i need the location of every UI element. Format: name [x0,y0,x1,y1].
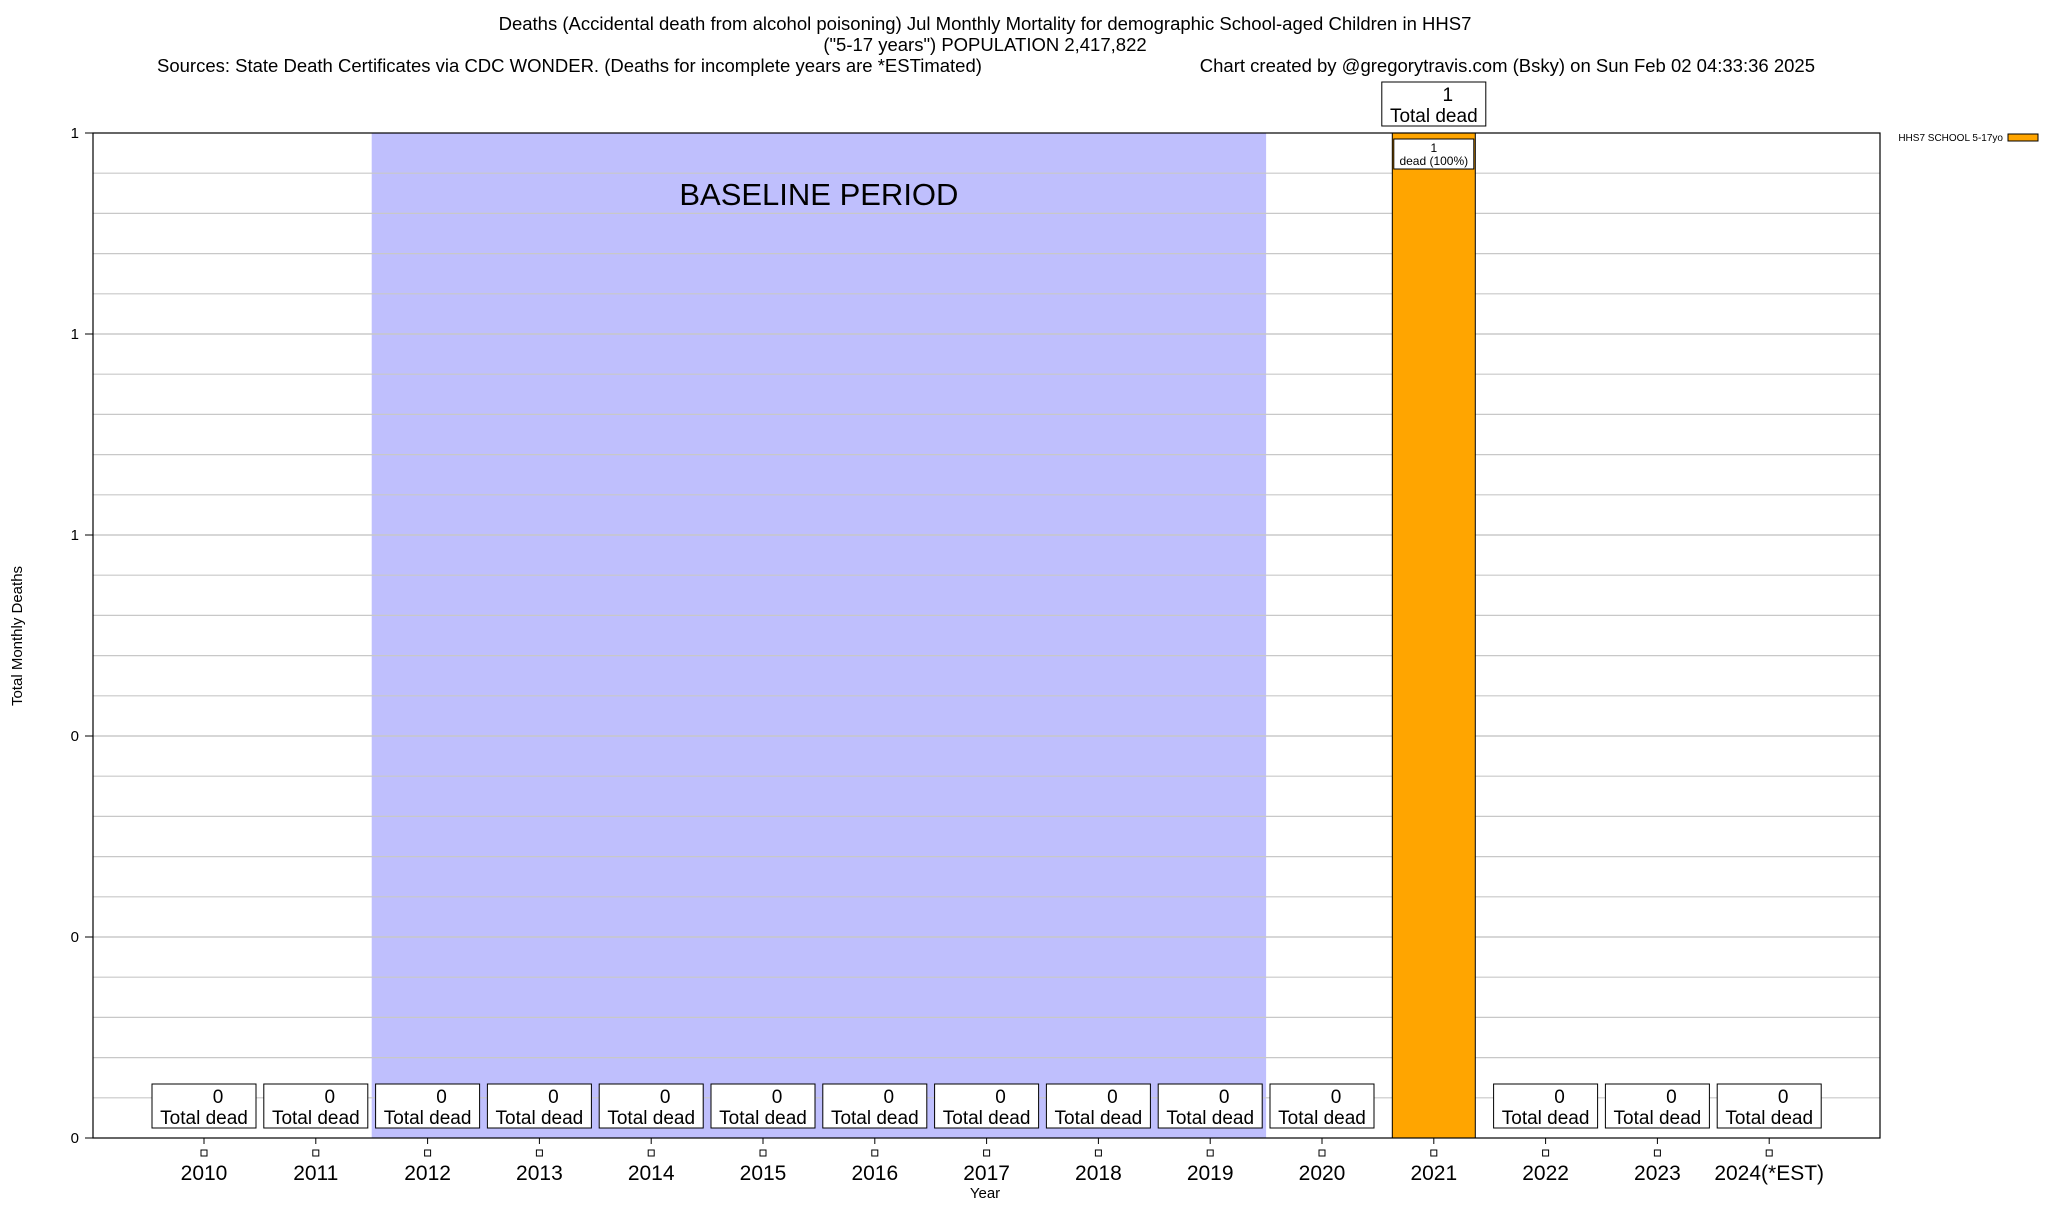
total-label-box [486,1083,592,1129]
total-label-box [1045,1083,1151,1129]
legend-swatch [2007,133,2039,142]
x-marker [535,1149,543,1157]
total-label-text: Total dead [943,1108,1031,1129]
x-marker [424,1149,432,1157]
total-label-value: 0 [1331,1087,1342,1108]
x-tick-label: 2020 [1299,1162,1346,1185]
total-label-value: 0 [1554,1087,1565,1108]
x-tick-label: 2015 [740,1162,787,1185]
baseline-band [371,133,1267,1138]
total-label-box [1157,1083,1263,1129]
x-tick-label: 2012 [404,1162,451,1185]
x-tick-label: 2019 [1187,1162,1234,1185]
total-label-box [151,1083,257,1129]
x-marker [1765,1149,1773,1157]
x-axis-label: Year [970,1185,1000,1200]
total-label-box [1604,1083,1710,1129]
total-label-value: 0 [436,1087,447,1108]
total-label-value: 0 [213,1087,224,1108]
x-tick-label: 2022 [1522,1162,1569,1185]
x-marker [200,1149,208,1157]
legend-label: HHS7 SCHOOL 5-17yo [1898,133,2003,144]
total-label-box [1716,1083,1822,1129]
x-marker [1653,1149,1661,1157]
x-tick-label: 2018 [1075,1162,1122,1185]
total-label-box [934,1083,1040,1129]
y-tick-label: 1 [71,527,79,544]
total-label-text: Total dead [1725,1108,1813,1129]
total-label-text: Total dead [160,1108,248,1129]
x-marker [1094,1149,1102,1157]
x-tick-label: 2014 [628,1162,675,1185]
x-marker [312,1149,320,1157]
total-label-text: Total dead [384,1108,472,1129]
x-tick-label: 2021 [1410,1162,1457,1185]
total-label-value: 0 [1107,1087,1118,1108]
total-label-box [263,1083,369,1129]
y-tick-label: 0 [71,929,79,946]
x-tick-label: 2016 [851,1162,898,1185]
total-label-text: Total dead [607,1108,695,1129]
y-tick-label: 1 [71,125,79,142]
total-label-box [1269,1083,1375,1129]
y-tick-label: 1 [71,326,79,343]
total-label-text: Total dead [831,1108,919,1129]
total-label-text: Total dead [1278,1108,1366,1129]
total-label-value: 0 [772,1087,783,1108]
total-label-value: 0 [1778,1087,1789,1108]
x-tick-label: 2017 [963,1162,1010,1185]
y-tick-label: 0 [71,728,79,745]
x-tick-label: 2010 [181,1162,228,1185]
inner-label-count: 1 [1430,141,1437,155]
y-tick-label: 0 [71,1130,79,1147]
x-tick-label: 2024(*EST) [1714,1162,1824,1185]
total-label-box [1381,81,1487,127]
inner-label-pct: dead (100%) [1399,154,1468,168]
total-label-box [375,1083,481,1129]
total-label-value: 0 [995,1087,1006,1108]
total-label-box [822,1083,928,1129]
x-tick-label: 2023 [1634,1162,1681,1185]
total-label-value: 1 [1443,85,1454,106]
total-label-box [710,1083,816,1129]
total-label-text: Total dead [1502,1108,1590,1129]
total-label-value: 0 [325,1087,336,1108]
total-label-value: 0 [884,1087,895,1108]
total-label-text: Total dead [496,1108,584,1129]
bar-2021 [1391,132,1476,1139]
x-tick-label: 2011 [293,1162,338,1185]
x-marker [983,1149,991,1157]
total-label-box [598,1083,704,1129]
x-marker [1542,1149,1550,1157]
x-tick-label: 2013 [516,1162,563,1185]
y-axis-label: Total Monthly Deaths [9,566,26,706]
total-label-text: Total dead [1166,1108,1254,1129]
x-marker [871,1149,879,1157]
x-marker [1430,1149,1438,1157]
total-label-value: 0 [1219,1087,1230,1108]
chart-credit: Chart created by @gregorytravis.com (Bsk… [1200,55,1815,76]
total-label-text: Total dead [1614,1108,1702,1129]
x-marker [647,1149,655,1157]
baseline-label: BASELINE PERIOD [679,177,958,212]
chart-title-line-2: ("5-17 years") POPULATION 2,417,822 [823,34,1146,55]
total-label-text: Total dead [1390,106,1478,127]
total-label-value: 0 [548,1087,559,1108]
chart-title-line-1: Deaths (Accidental death from alcohol po… [499,13,1472,34]
x-marker [1206,1149,1214,1157]
x-marker [1318,1149,1326,1157]
total-label-value: 0 [1666,1087,1677,1108]
total-label-text: Total dead [272,1108,360,1129]
inner-label-box [1393,138,1475,170]
chart-source: Sources: State Death Certificates via CD… [157,55,982,76]
total-label-value: 0 [660,1087,671,1108]
x-marker [759,1149,767,1157]
total-label-text: Total dead [719,1108,807,1129]
total-label-text: Total dead [1055,1108,1143,1129]
total-label-box [1493,1083,1599,1129]
